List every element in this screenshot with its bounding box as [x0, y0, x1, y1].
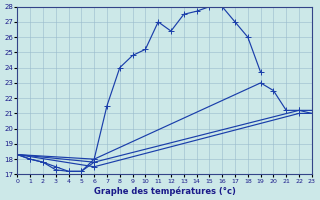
X-axis label: Graphe des températures (°c): Graphe des températures (°c)	[94, 186, 236, 196]
